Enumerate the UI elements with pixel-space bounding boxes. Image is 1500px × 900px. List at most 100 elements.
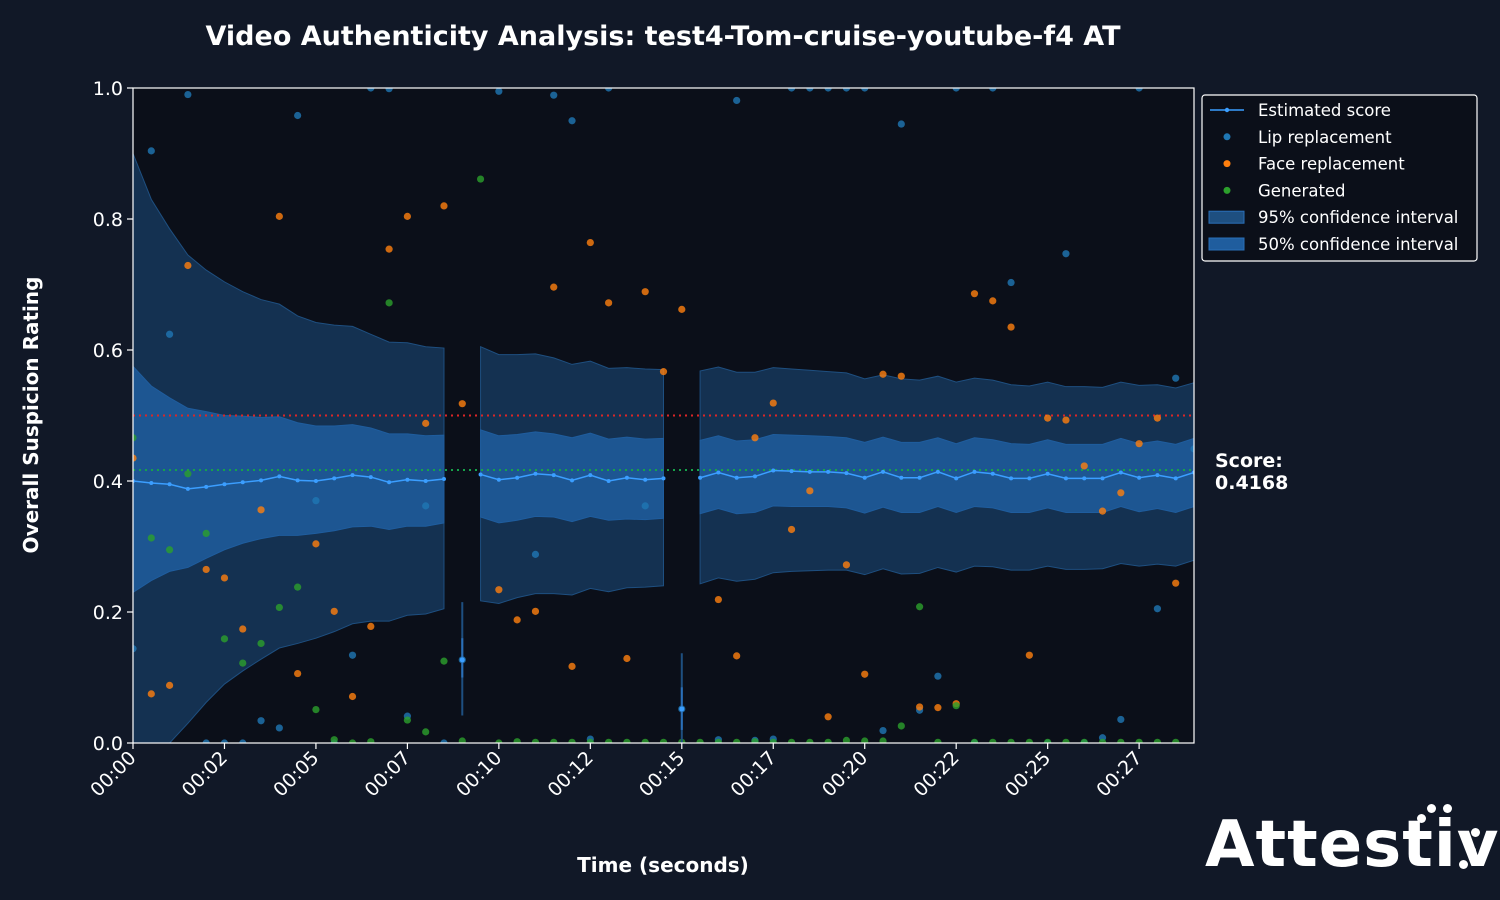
- estimated-score-point: [990, 471, 995, 476]
- generated-point-0: [133, 434, 137, 442]
- face-replacement-point-8: [275, 212, 283, 220]
- face-replacement-point-50: [1080, 462, 1088, 470]
- generated-point-51: [1062, 738, 1070, 743]
- legend-label: 95% confidence interval: [1258, 208, 1458, 227]
- y-tick-label: 0.6: [93, 340, 123, 362]
- face-replacement-point-48: [1044, 414, 1052, 422]
- face-replacement-point-25: [605, 299, 613, 307]
- lip-replacement-point-6: [239, 739, 247, 743]
- x-tick-label: 00:12: [544, 747, 598, 801]
- generated-point-55: [1135, 738, 1143, 743]
- generated-point-29: [659, 738, 668, 743]
- x-tick-label: 00:20: [818, 747, 872, 801]
- lip-replacement-point-2: [165, 330, 174, 338]
- estimated-score-point: [240, 480, 245, 485]
- face-replacement-point-37: [842, 561, 851, 569]
- generated-point-26: [605, 738, 613, 743]
- generated-point-32: [714, 738, 722, 743]
- lip-replacement-point-25: [641, 502, 649, 510]
- generated-point-7: [257, 639, 265, 648]
- estimated-score-point: [826, 469, 831, 474]
- estimated-score-point: [1155, 473, 1160, 478]
- lip-replacement-point-45: [1062, 250, 1070, 258]
- x-tick-label: 00:22: [909, 747, 963, 801]
- lip-replacement-point-43: [1007, 278, 1015, 287]
- generated-point-6: [239, 659, 247, 667]
- legend-symbol: [1208, 237, 1245, 251]
- generated-point-4: [202, 529, 210, 538]
- estimated-score-point: [295, 478, 300, 483]
- face-replacement-point-7: [257, 506, 265, 514]
- estimated-score-point: [551, 473, 556, 478]
- lip-replacement-point-49: [1135, 88, 1143, 92]
- lip-replacement-point-21: [550, 91, 558, 99]
- ci50-band-segment-1: [480, 429, 664, 524]
- generated-point-54: [1117, 738, 1125, 743]
- generated-point-45: [952, 702, 960, 710]
- legend-symbol: [1223, 186, 1231, 194]
- score-value: 0.4168: [1215, 472, 1289, 494]
- lip-replacement-point-5: [220, 739, 229, 743]
- lip-replacement-point-8: [275, 724, 283, 732]
- generated-point-17: [440, 657, 448, 665]
- estimated-score-point: [807, 469, 812, 474]
- generated-point-12: [348, 739, 357, 743]
- x-tick-label: 00:15: [635, 747, 689, 801]
- face-replacement-point-31: [733, 652, 741, 660]
- estimated-score-point: [332, 476, 337, 481]
- estimated-score-point: [478, 472, 483, 477]
- chart-title: Video Authenticity Analysis: test4-Tom-c…: [206, 21, 1122, 52]
- lip-replacement-point-17: [440, 739, 448, 743]
- estimated-score-point: [313, 479, 318, 483]
- estimated-score-point: [423, 479, 428, 483]
- face-replacement-point-33: [769, 399, 777, 407]
- estimated-score-point: [1137, 475, 1142, 480]
- y-tick-label: 0.2: [93, 602, 123, 624]
- lip-replacement-point-36: [879, 726, 887, 735]
- score-label-text: Score:: [1215, 450, 1283, 472]
- x-tick-label: 00:25: [1001, 747, 1055, 801]
- generated-point-49: [1025, 738, 1033, 743]
- face-replacement-point-10: [312, 540, 320, 548]
- generated-point-46: [970, 738, 979, 743]
- lip-replacement-point-39: [934, 672, 942, 680]
- face-replacement-point-20: [513, 616, 521, 624]
- face-replacement-point-17: [440, 202, 448, 210]
- face-replacement-point-16: [422, 419, 430, 427]
- generated-point-8: [275, 603, 283, 612]
- legend-label: Estimated score: [1258, 101, 1391, 120]
- lip-replacement-point-19: [495, 88, 503, 95]
- lip-replacement-point-10: [312, 497, 320, 505]
- generated-point-27: [623, 738, 631, 743]
- lip-replacement-point-28: [733, 96, 741, 105]
- face-replacement-point-53: [1135, 440, 1143, 448]
- estimated-score-point: [789, 469, 794, 474]
- estimated-score-point: [222, 482, 227, 487]
- face-replacement-point-27: [641, 288, 649, 296]
- estimated-score-point: [441, 477, 446, 482]
- generated-point-39: [842, 736, 851, 743]
- legend-label: Generated: [1258, 181, 1346, 200]
- face-replacement-point-2: [165, 681, 174, 689]
- face-replacement-point-15: [403, 212, 411, 220]
- generated-point-35: [769, 738, 777, 743]
- face-replacement-point-39: [879, 370, 887, 378]
- generated-point-13: [367, 738, 375, 743]
- estimated-score-point: [185, 486, 190, 491]
- generated-point-31: [696, 738, 704, 743]
- generated-point-53: [1098, 738, 1107, 743]
- generated-point-9: [294, 583, 302, 591]
- generated-point-36: [787, 738, 796, 743]
- lip-replacement-point-20: [531, 550, 540, 558]
- face-replacement-point-24: [586, 238, 594, 247]
- lip-replacement-point-16: [422, 502, 430, 510]
- generated-point-43: [916, 603, 924, 611]
- estimated-score-point: [643, 477, 648, 482]
- face-replacement-point-32: [751, 434, 759, 442]
- generated-point-11: [330, 736, 338, 743]
- x-tick-label: 00:07: [361, 747, 415, 801]
- y-tick-label: 0.8: [93, 209, 123, 231]
- x-tick-label: 00:17: [727, 747, 781, 801]
- lip-replacement-point-14: [385, 88, 393, 93]
- estimated-score-point: [954, 476, 959, 481]
